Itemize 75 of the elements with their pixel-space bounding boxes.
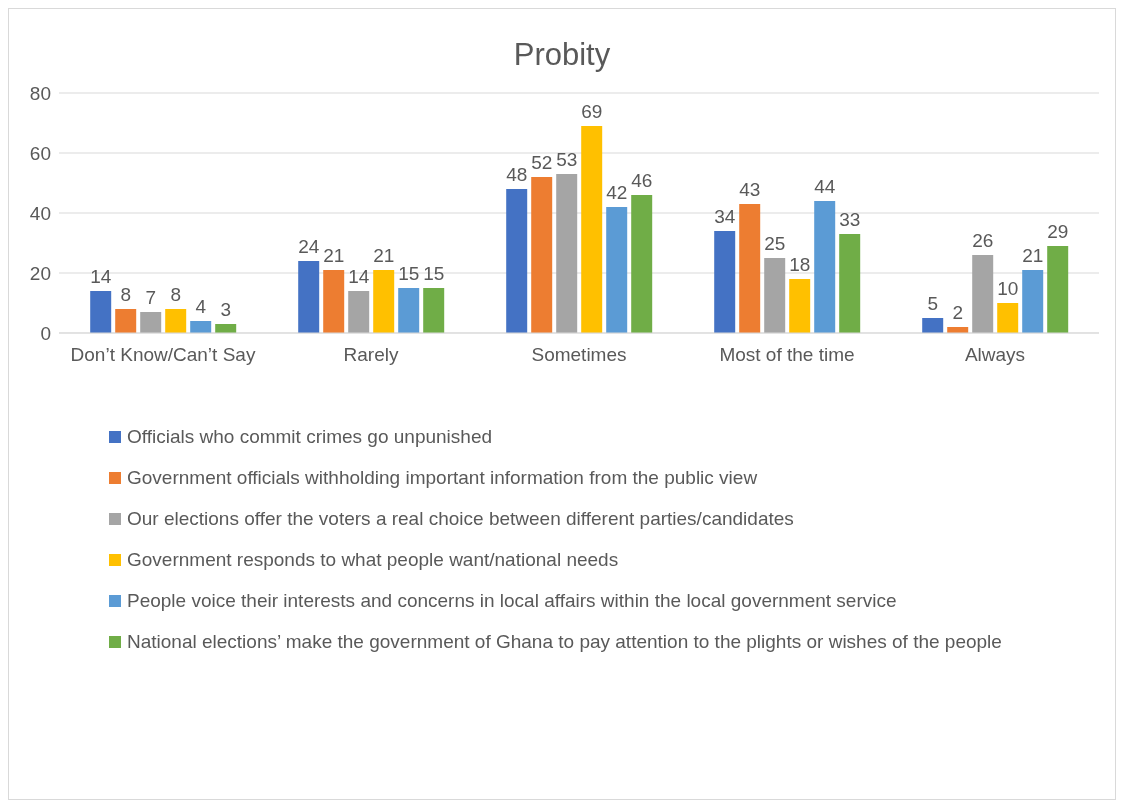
bar (606, 207, 628, 333)
y-tick-label: 20 (29, 262, 51, 284)
bar (556, 174, 578, 333)
data-label: 48 (506, 164, 528, 185)
data-label: 18 (789, 254, 811, 275)
bar (140, 312, 162, 333)
bar (972, 255, 994, 333)
data-label: 4 (195, 296, 207, 317)
chart-title: Probity (512, 37, 612, 73)
data-label: 44 (814, 176, 836, 197)
data-label: 14 (348, 266, 370, 287)
data-label: 33 (839, 209, 861, 230)
x-tick-label: Sometimes (531, 344, 627, 365)
bar (814, 201, 836, 333)
bar (1047, 246, 1069, 333)
legend-label: Government officials withholding important information from the public view (127, 466, 758, 490)
bar (398, 288, 420, 333)
data-label: 21 (323, 245, 345, 266)
data-label: 15 (398, 263, 420, 284)
bar (506, 189, 528, 333)
data-label: 2 (952, 302, 963, 323)
bar (531, 177, 553, 333)
data-label: 43 (739, 179, 761, 200)
data-label: 29 (1047, 221, 1069, 242)
data-label: 53 (556, 149, 578, 170)
data-label: 69 (581, 101, 603, 122)
y-tick-label: 0 (40, 322, 51, 344)
bar (348, 291, 370, 333)
data-label: 8 (170, 284, 181, 305)
data-label: 15 (423, 263, 445, 284)
bar (631, 195, 653, 333)
data-label: 3 (220, 299, 231, 320)
y-tick-label: 60 (29, 142, 51, 164)
bar (115, 309, 137, 333)
data-label: 7 (145, 287, 156, 308)
data-label: 21 (1022, 245, 1044, 266)
bar (1022, 270, 1044, 333)
data-label: 5 (927, 293, 938, 314)
bar (739, 204, 761, 333)
y-tick-label: 80 (29, 82, 51, 104)
data-label: 24 (298, 236, 320, 257)
bar (839, 234, 861, 333)
x-tick-label: Rarely (343, 344, 399, 365)
x-tick-label: Don’t Know/Can’t Say (70, 344, 256, 365)
data-label: 34 (714, 206, 736, 227)
data-label: 42 (606, 182, 628, 203)
bar (165, 309, 187, 333)
legend-label: Our elections offer the voters a real choice between different parties/candidates (127, 507, 794, 531)
bar (714, 231, 736, 333)
data-label: 21 (373, 245, 395, 266)
data-label: 52 (531, 152, 553, 173)
bar (997, 303, 1019, 333)
bar (922, 318, 944, 333)
x-tick-label: Most of the time (719, 344, 855, 365)
bar (190, 321, 212, 333)
bar (764, 258, 786, 333)
bar (789, 279, 811, 333)
y-tick-label: 40 (29, 202, 51, 224)
bar (90, 291, 112, 333)
data-label: 26 (972, 230, 994, 251)
legend-label: National elections’ make the government of Ghana to pay attention to the plights or wishes of the people (127, 630, 1002, 654)
data-label: 8 (120, 284, 131, 305)
data-label: 46 (631, 170, 653, 191)
data-label: 14 (90, 266, 112, 287)
bar (581, 126, 603, 333)
legend-label: People voice their interests and concerns in local affairs within the local government service (127, 589, 897, 613)
bar (323, 270, 345, 333)
bar (423, 288, 445, 333)
data-label: 25 (764, 233, 786, 254)
bar (373, 270, 395, 333)
legend-label: Government responds to what people want/national needs (127, 548, 619, 572)
x-tick-label: Always (964, 344, 1026, 365)
bar (298, 261, 320, 333)
data-label: 10 (997, 278, 1019, 299)
legend-label: Officials who commit crimes go unpunished (127, 425, 493, 449)
